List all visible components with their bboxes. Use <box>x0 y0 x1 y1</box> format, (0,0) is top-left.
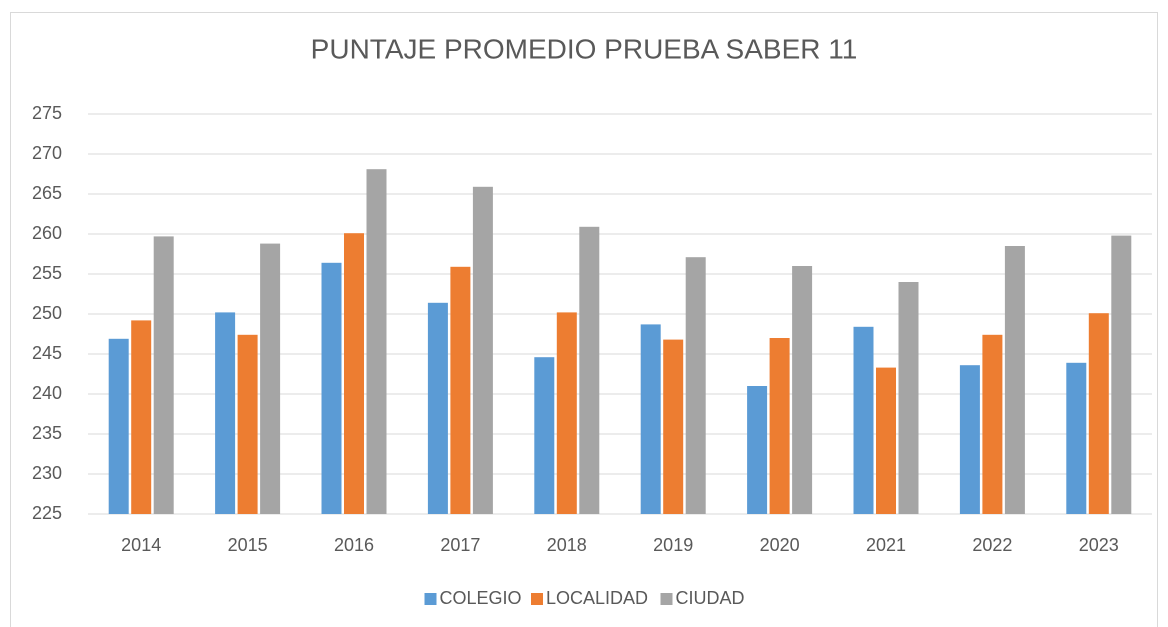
legend-swatch <box>424 593 437 605</box>
bar <box>1066 362 1087 514</box>
bar <box>131 320 152 514</box>
y-tick-label: 255 <box>32 263 62 283</box>
bar <box>260 243 281 514</box>
chart-title: PUNTAJE PROMEDIO PRUEBA SABER 11 <box>311 33 858 64</box>
y-tick-label: 270 <box>32 143 62 163</box>
bar <box>472 186 493 515</box>
bar <box>321 262 342 514</box>
bar <box>792 266 813 514</box>
x-tick-label: 2022 <box>972 535 1012 555</box>
bar <box>663 339 684 514</box>
y-tick-label: 245 <box>32 343 62 363</box>
bar <box>450 266 471 514</box>
x-tick-label: 2016 <box>334 535 374 555</box>
y-tick-label: 265 <box>32 183 62 203</box>
bar <box>556 312 577 514</box>
bar <box>640 324 661 514</box>
bar <box>747 386 768 514</box>
y-tick-label: 275 <box>32 103 62 123</box>
bar <box>366 169 387 514</box>
legend-swatch <box>660 593 673 605</box>
bar <box>982 334 1003 514</box>
y-tick-label: 225 <box>32 503 62 523</box>
bar <box>534 357 555 514</box>
bar <box>876 367 896 514</box>
bar <box>1088 313 1109 514</box>
y-tick-label: 235 <box>32 423 62 443</box>
x-tick-label: 2021 <box>866 535 906 555</box>
bar <box>215 312 236 514</box>
bar <box>1004 246 1025 514</box>
legend-label: CIUDAD <box>676 588 745 608</box>
x-tick-label: 2019 <box>653 535 693 555</box>
bar <box>898 282 919 514</box>
y-tick-label: 260 <box>32 223 62 243</box>
bar <box>853 326 874 514</box>
x-tick-label: 2017 <box>440 535 480 555</box>
legend-swatch <box>531 593 543 605</box>
bar <box>579 226 600 515</box>
legend-label: LOCALIDAD <box>546 588 648 608</box>
bar <box>237 334 258 514</box>
x-tick-label: 2014 <box>121 535 161 555</box>
bar <box>685 257 706 514</box>
bar <box>344 233 364 514</box>
y-tick-label: 230 <box>32 463 62 483</box>
legend-label: COLEGIO <box>440 588 522 608</box>
bar <box>1111 235 1132 514</box>
bar <box>108 338 129 514</box>
x-tick-label: 2023 <box>1079 535 1119 555</box>
x-tick-label: 2020 <box>760 535 800 555</box>
x-tick-label: 2018 <box>547 535 587 555</box>
bar <box>427 302 448 514</box>
bar <box>153 236 174 514</box>
x-tick-label: 2015 <box>228 535 268 555</box>
bar <box>959 365 980 514</box>
bar <box>769 338 790 514</box>
y-tick-label: 250 <box>32 303 62 323</box>
y-tick-label: 240 <box>32 383 62 403</box>
